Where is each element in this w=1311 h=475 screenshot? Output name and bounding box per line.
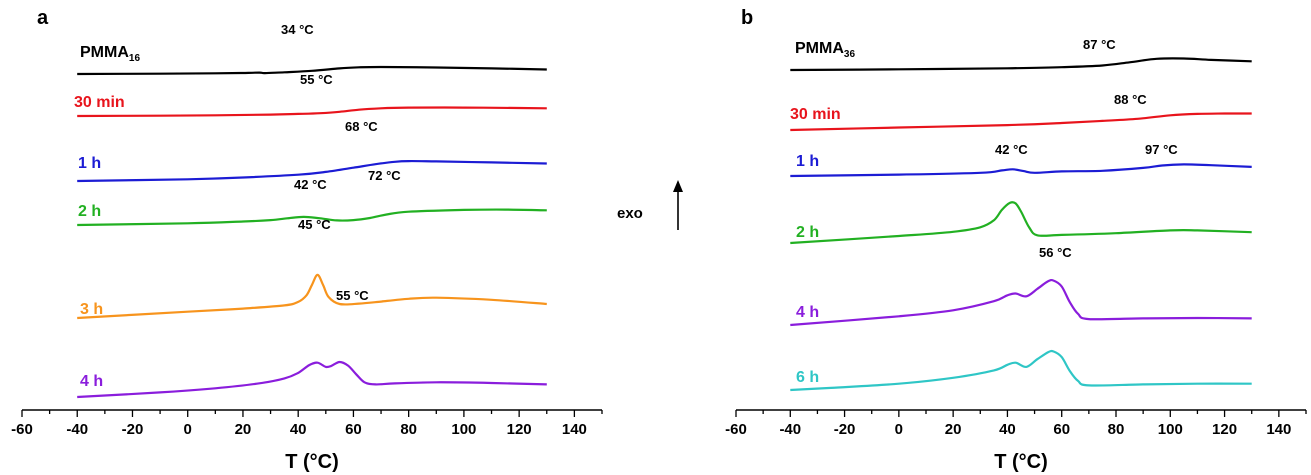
- x-tick-label: -40: [779, 421, 801, 438]
- annotation-56-c: 56 °C: [1039, 245, 1072, 260]
- x-axis-title: T (°C): [285, 451, 339, 473]
- series-label-subscript: 16: [129, 53, 141, 64]
- x-tick-label: 80: [1108, 421, 1125, 438]
- series-line-1-h: [790, 163, 1252, 178]
- x-tick-label: 40: [290, 421, 307, 438]
- series-label-2-h: 2 h: [78, 203, 101, 220]
- panel-label-b: b: [741, 7, 753, 29]
- annotation-87-c: 87 °C: [1083, 37, 1116, 52]
- series-label-3-h: 3 h: [80, 301, 103, 318]
- panel-label-a: a: [37, 7, 49, 29]
- series-label-2-h: 2 h: [796, 224, 819, 241]
- series-label-1-h: 1 h: [78, 155, 101, 172]
- series-label-subscript: 36: [844, 49, 856, 60]
- series-line-4-h: [790, 278, 1252, 327]
- series-line-4-h: [77, 360, 547, 399]
- x-tick-label: 60: [345, 421, 362, 438]
- series-label-4-h: 4 h: [796, 304, 819, 321]
- x-tick-label: 20: [945, 421, 962, 438]
- x-tick-label: -60: [11, 421, 33, 438]
- x-axis-title: T (°C): [994, 451, 1048, 473]
- exo-indicator: exo: [617, 180, 683, 230]
- series-label-pmma16: PMMA16: [80, 44, 140, 64]
- x-tick-label: 60: [1053, 421, 1070, 438]
- series-line-30-min: [790, 112, 1252, 132]
- x-tick-label: 100: [1158, 421, 1183, 438]
- series-line-30-min: [77, 106, 547, 118]
- annotation-45-c: 45 °C: [298, 217, 331, 232]
- exo-label: exo: [617, 205, 643, 222]
- x-tick-label: 0: [184, 421, 192, 438]
- x-tick-label: 100: [451, 421, 476, 438]
- x-tick-label: 120: [507, 421, 532, 438]
- annotation-88-c: 88 °C: [1114, 92, 1147, 107]
- series-label-30-min: 30 min: [74, 94, 125, 111]
- annotation-68-c: 68 °C: [345, 119, 378, 134]
- x-tick-label: 120: [1212, 421, 1237, 438]
- x-tick-label: 0: [895, 421, 903, 438]
- x-tick-label: -20: [122, 421, 144, 438]
- panel-a: a -60 -40 -20 0 20 40 60 80 100 120 140 T (°C) PMMA16…: [11, 7, 603, 473]
- series-line-1-h: [77, 159, 547, 183]
- x-tick-label: 80: [400, 421, 417, 438]
- x-tick-label: 40: [999, 421, 1016, 438]
- annotation-42-c: 42 °C: [995, 142, 1028, 157]
- series-line-2-h: [790, 201, 1252, 245]
- annotation-97-c: 97 °C: [1145, 142, 1178, 157]
- x-tick-label: -60: [725, 421, 747, 438]
- annotation-55-c: 55 °C: [300, 72, 333, 87]
- series-label-1-h: 1 h: [796, 153, 819, 170]
- x-tick-label: -40: [66, 421, 88, 438]
- series-line-3-h: [77, 273, 547, 320]
- series-line-2-h: [77, 208, 547, 227]
- series-line-6-h: [790, 349, 1252, 392]
- annotation-34-c: 34 °C: [281, 22, 314, 37]
- series-line-pmma16: [77, 65, 547, 76]
- x-tick-label: 20: [235, 421, 252, 438]
- panel-b: b -60 -40 -20 0 20 40 60 80 100 120 140 T (°C) PMMA36…: [725, 7, 1307, 473]
- exo-arrow-icon: [673, 180, 683, 192]
- x-tick-label: -20: [834, 421, 856, 438]
- series-label-pmma36: PMMA36: [795, 40, 855, 60]
- annotation-42-c: 42 °C: [294, 177, 327, 192]
- series-label-30-min: 30 min: [790, 106, 841, 123]
- annotation-72-c: 72 °C: [368, 168, 401, 183]
- series-line-pmma36: [790, 57, 1252, 72]
- series-label-6-h: 6 h: [796, 369, 819, 386]
- annotation-55-c: 55 °C: [336, 288, 369, 303]
- x-tick-label: 140: [1266, 421, 1291, 438]
- x-tick-label: 140: [562, 421, 587, 438]
- series-label-4-h: 4 h: [80, 373, 103, 390]
